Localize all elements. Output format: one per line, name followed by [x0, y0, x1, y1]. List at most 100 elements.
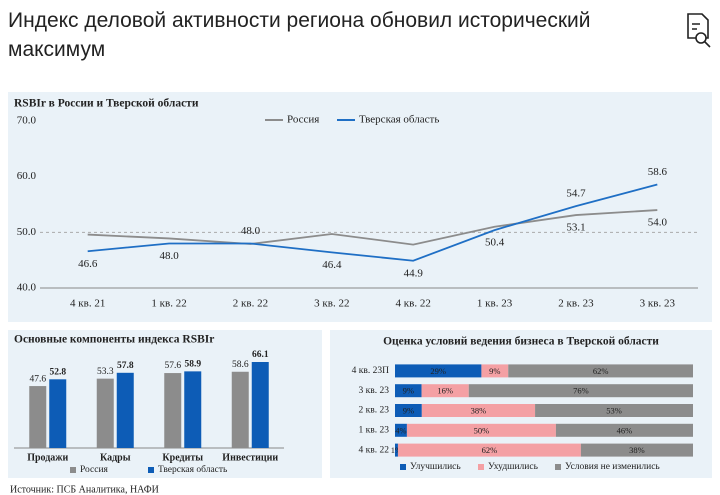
series-line: [87, 183, 658, 262]
y-tick-label: 40.0: [17, 282, 37, 294]
data-label: 48.0: [241, 225, 261, 237]
x-tick-label: 2 кв. 22: [233, 298, 268, 310]
source: Источник: ПСБ Аналитика, НАФИ: [10, 484, 159, 495]
x-tick-label: 3 кв. 23: [640, 298, 676, 310]
report-icon: [687, 13, 711, 48]
bar: [49, 379, 67, 448]
data-label: 53.1: [566, 222, 585, 234]
series-line: [87, 209, 658, 246]
x-tick-label: Кадры: [100, 452, 131, 463]
legend-label: Улучшились: [410, 462, 461, 472]
bar: [116, 372, 134, 448]
bar: [184, 371, 202, 448]
data-label: 66.1: [252, 350, 269, 360]
data-label: 46.4: [322, 259, 342, 271]
bar-segment: [580, 443, 693, 457]
data-label: 58.6: [232, 360, 249, 370]
bar-segment: [395, 364, 482, 378]
legend-swatch: [148, 467, 154, 473]
legend-swatch: [555, 464, 561, 470]
bar-segment: [555, 423, 693, 437]
chart-title: Оценка условий ведения бизнеса в Тверско…: [383, 336, 659, 348]
y-tick-label: 3 кв. 23: [359, 386, 390, 396]
legend-label: Россия: [287, 114, 319, 126]
bar-segment: [508, 364, 693, 378]
bar-segment: [481, 364, 509, 378]
x-tick-label: Кредиты: [162, 452, 203, 463]
y-tick-label: 70.0: [17, 115, 37, 127]
data-label: 46%: [617, 425, 633, 435]
bar-segment: [395, 404, 422, 417]
legend-swatch: [478, 464, 484, 470]
data-label: 38%: [471, 405, 487, 415]
y-tick-label: 1 кв. 23: [359, 425, 390, 435]
data-label: 47.6: [29, 374, 46, 384]
data-label: 9%: [489, 366, 500, 376]
x-tick-label: 3 кв. 22: [314, 298, 349, 310]
bar: [96, 378, 114, 448]
x-tick-label: Продажи: [27, 452, 68, 463]
y-tick-label: 2 кв. 23: [359, 406, 390, 416]
bar-segment: [395, 443, 398, 457]
legend-swatch: [70, 467, 76, 473]
data-label: 58.9: [184, 360, 201, 370]
data-label: 9%: [403, 405, 414, 415]
legend-label: Россия: [80, 465, 109, 475]
data-label: 9%: [403, 386, 414, 396]
y-tick-label: 50.0: [17, 226, 37, 238]
data-label: 1%: [391, 445, 402, 455]
data-label: 62%: [482, 445, 498, 455]
bar-segment: [468, 384, 693, 398]
x-tick-label: 4 кв. 21: [70, 298, 105, 310]
bar-segment: [406, 423, 556, 437]
bar-segment: [397, 443, 581, 457]
x-tick-label: 1 кв. 23: [477, 298, 513, 310]
y-tick-label: 60.0: [17, 170, 37, 182]
data-label: 54.7: [566, 188, 586, 200]
data-label: 58.6: [648, 166, 668, 178]
x-tick-label: Инвестиции: [222, 452, 278, 463]
legend-label: Тверская область: [158, 464, 228, 475]
data-label: 46.6: [78, 258, 98, 270]
bar-segment: [395, 423, 407, 437]
data-label: 4%: [395, 425, 406, 435]
data-label: 62%: [593, 366, 609, 376]
data-label: 57.8: [117, 361, 134, 371]
x-tick-label: 1 кв. 22: [151, 298, 186, 310]
data-label: 50%: [474, 425, 490, 435]
data-label: 57.6: [164, 361, 181, 371]
bar: [251, 362, 269, 448]
y-tick-label: 4 кв. 22: [359, 445, 390, 455]
data-label: 53%: [606, 405, 622, 415]
data-label: 76%: [573, 386, 589, 396]
chart-title: Основные компоненты индекса RSBIr: [14, 334, 214, 346]
page-title: Индекс деловой активности региона обнови…: [8, 9, 591, 61]
data-label: 16%: [437, 386, 453, 396]
data-label: 50.4: [485, 237, 505, 249]
legend-swatch: [400, 464, 406, 470]
bar-segment: [395, 384, 422, 398]
bar-segment: [421, 384, 469, 398]
bar-segment: [535, 404, 693, 417]
panel: [8, 92, 712, 322]
x-tick-label: 2 кв. 23: [558, 298, 594, 310]
chart-title: RSBIr в России и Тверской области: [14, 98, 199, 110]
legend-label: Условия не изменились: [565, 462, 660, 472]
data-label: 52.8: [49, 367, 66, 377]
legend-label: Ухудшились: [488, 462, 539, 472]
data-label: 38%: [629, 445, 645, 455]
x-tick-label: 4 кв. 22: [396, 298, 431, 310]
data-label: 44.9: [404, 267, 424, 279]
y-tick-label: 4 кв. 23П: [352, 366, 389, 376]
bar: [231, 371, 249, 448]
bar-segment: [421, 404, 536, 417]
data-label: 54.0: [648, 217, 668, 229]
bar: [164, 373, 182, 448]
data-label: 53.3: [97, 367, 114, 377]
data-label: 29%: [430, 366, 446, 376]
bar: [29, 386, 47, 448]
legend-label: Тверская область: [359, 114, 439, 126]
data-label: 48.0: [159, 250, 179, 262]
